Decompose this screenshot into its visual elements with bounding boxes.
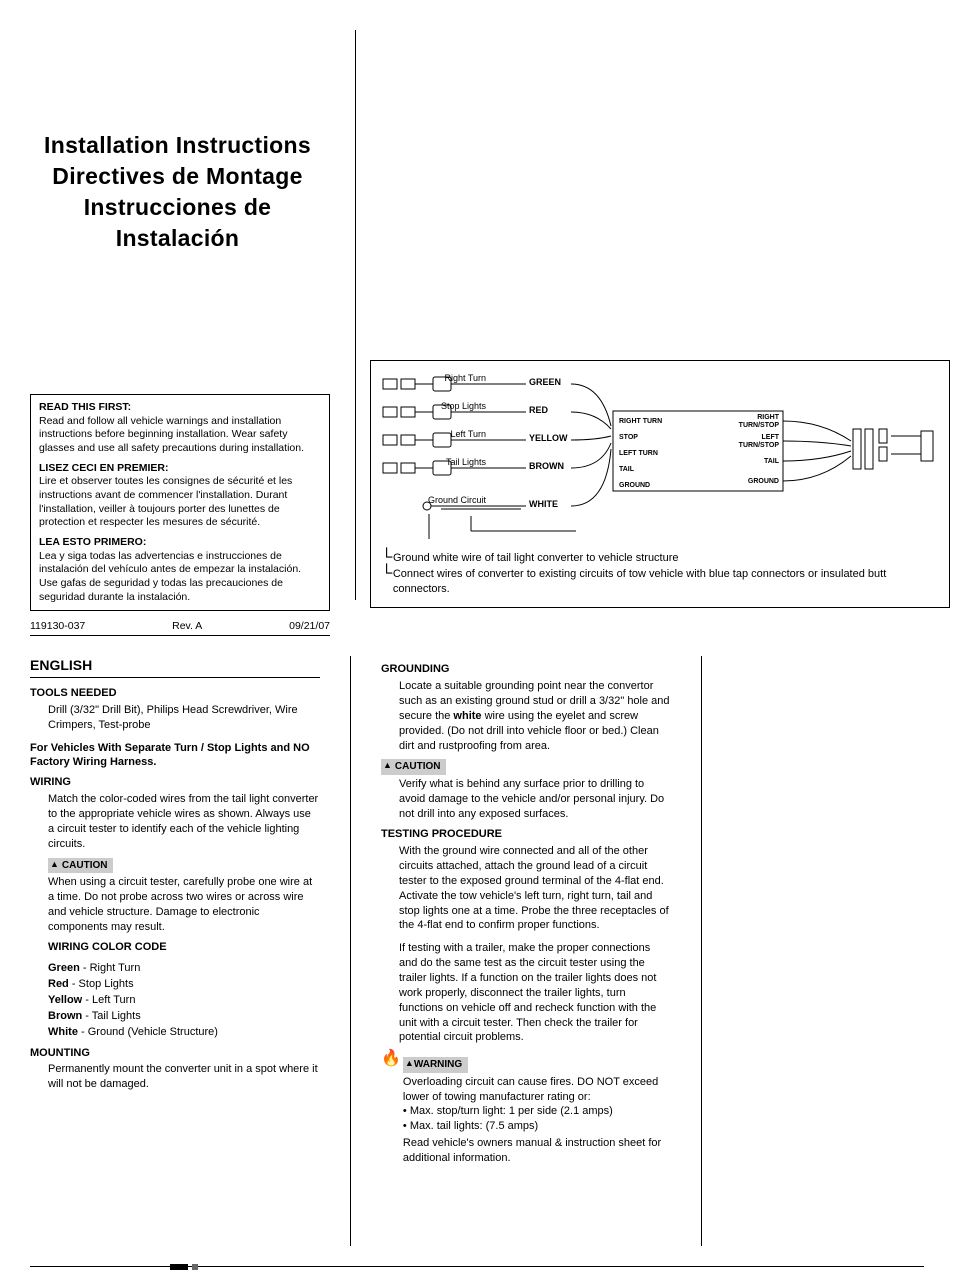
safety-en-head: READ THIS FIRST: — [39, 401, 321, 415]
mounting-body: Permanently mount the converter unit in … — [30, 1062, 320, 1092]
col-2: GROUNDING Locate a suitable grounding po… — [381, 656, 671, 1246]
mounting-head: MOUNTING — [30, 1046, 320, 1061]
testing-body-2: If testing with a trailer, make the prop… — [381, 941, 671, 1045]
svg-text:Left Turn: Left Turn — [450, 429, 486, 439]
warning-triangle-icon — [383, 760, 392, 774]
wiring-diagram: Right Turn GREEN Stop Lights RED Left Tu… — [370, 360, 950, 608]
svg-text:LEFTTURN/STOP: LEFTTURN/STOP — [739, 434, 780, 449]
warning-triangle-icon — [405, 1058, 414, 1072]
grounding-head: GROUNDING — [381, 662, 671, 677]
wiring-head: WIRING — [30, 775, 320, 790]
title-es: Instrucciones de Instalación — [30, 192, 325, 254]
vehicles-head: For Vehicles With Separate Turn / Stop L… — [30, 741, 320, 770]
svg-text:Ground Circuit: Ground Circuit — [428, 495, 487, 505]
warning-body2: Read vehicle's owners manual & instructi… — [403, 1136, 671, 1166]
color-code-head: WIRING COLOR CODE — [30, 940, 320, 955]
footer-rule — [30, 1266, 924, 1267]
grounding-body: Locate a suitable grounding point near t… — [381, 679, 671, 753]
svg-text:GREEN: GREEN — [529, 377, 561, 387]
top-divider — [355, 30, 356, 600]
svg-text:GROUND: GROUND — [619, 482, 650, 489]
doc-number: 119130-037 — [30, 619, 85, 633]
title-and-safety: Installation Instructions Directives de … — [30, 130, 340, 636]
flame-icon: 🔥 — [381, 1051, 401, 1067]
registration-mark-icon — [170, 1264, 188, 1270]
doc-date: 09/21/07 — [289, 619, 330, 633]
svg-text:WHITE: WHITE — [529, 499, 558, 509]
svg-text:RIGHTTURN/STOP: RIGHTTURN/STOP — [739, 414, 780, 429]
svg-text:Tail Lights: Tail Lights — [446, 457, 487, 467]
diagram-svg: Right Turn GREEN Stop Lights RED Left Tu… — [381, 371, 939, 541]
safety-box: READ THIS FIRST: Read and follow all veh… — [30, 394, 330, 611]
col-divider-1 — [350, 656, 351, 1246]
safety-es-head: LEA ESTO PRIMERO: — [39, 536, 321, 550]
title-fr: Directives de Montage — [30, 161, 325, 192]
content-columns: ENGLISH TOOLS NEEDED Drill (3/32" Drill … — [30, 656, 924, 1246]
english-header: ENGLISH — [30, 656, 320, 678]
wiring-body: Match the color-coded wires from the tai… — [30, 792, 320, 851]
tools-needed-head: TOOLS NEEDED — [30, 686, 320, 701]
svg-text:TAIL: TAIL — [764, 458, 780, 465]
title-stack: Installation Instructions Directives de … — [30, 130, 325, 254]
tools-needed-body: Drill (3/32" Drill Bit), Philips Head Sc… — [30, 703, 320, 733]
svg-text:GROUND: GROUND — [748, 478, 779, 485]
svg-text:YELLOW: YELLOW — [529, 433, 568, 443]
svg-text:STOP: STOP — [619, 434, 638, 441]
color-list: Green - Right Turn Red - Stop Lights Yel… — [30, 961, 320, 1039]
warning-row: 🔥 WARNING Overloading circuit can cause … — [381, 1051, 671, 1166]
wiring-caution-text: When using a circuit tester, carefully p… — [30, 875, 320, 934]
doc-meta: 119130-037 Rev. A 09/21/07 — [30, 619, 330, 636]
svg-text:BROWN: BROWN — [529, 461, 564, 471]
col-divider-2 — [701, 656, 702, 1246]
safety-es-body: Lea y siga todas las advertencias e inst… — [39, 550, 321, 605]
warning-badge: WARNING — [403, 1057, 468, 1073]
svg-text:Right Turn: Right Turn — [444, 373, 486, 383]
svg-text:Stop Lights: Stop Lights — [441, 401, 487, 411]
diagram-captions: └Ground white wire of tail light convert… — [381, 551, 939, 597]
warning-bullet-2: • Max. tail lights: (7.5 amps) — [403, 1119, 671, 1134]
warning-body1: Overloading circuit can cause fires. DO … — [403, 1075, 671, 1105]
warning-triangle-icon — [50, 859, 59, 873]
svg-text:LEFT TURN: LEFT TURN — [619, 450, 658, 457]
diagram-cap2: Connect wires of converter to existing c… — [393, 567, 939, 598]
top-section: Installation Instructions Directives de … — [30, 30, 924, 636]
safety-fr-body: Lire et observer toutes les consignes de… — [39, 475, 321, 530]
svg-text:TAIL: TAIL — [619, 466, 635, 473]
testing-head: TESTING PROCEDURE — [381, 827, 671, 842]
caution-badge: CAUTION — [48, 858, 113, 874]
title-en: Installation Instructions — [30, 130, 325, 161]
col-1: ENGLISH TOOLS NEEDED Drill (3/32" Drill … — [30, 656, 320, 1246]
caution-badge-2: CAUTION — [381, 759, 446, 775]
safety-en-body: Read and follow all vehicle warnings and… — [39, 415, 321, 456]
doc-rev: Rev. A — [172, 619, 202, 633]
safety-fr-head: LISEZ CECI EN PREMIER: — [39, 462, 321, 476]
page: Installation Instructions Directives de … — [30, 30, 924, 1267]
diagram-cap1: Ground white wire of tail light converte… — [393, 551, 679, 566]
warning-bullet-1: • Max. stop/turn light: 1 per side (2.1 … — [403, 1104, 671, 1119]
svg-text:RIGHT TURN: RIGHT TURN — [619, 418, 662, 425]
grounding-caution-text: Verify what is behind any surface prior … — [381, 777, 671, 822]
svg-text:RED: RED — [529, 405, 549, 415]
testing-body-1: With the ground wire connected and all o… — [381, 844, 671, 933]
